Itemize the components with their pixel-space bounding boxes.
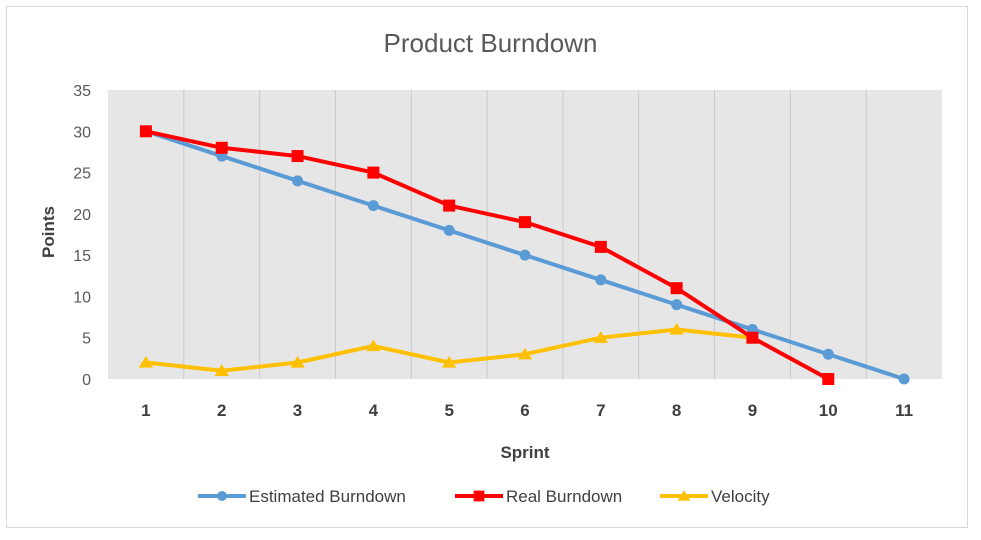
y-tick-label: 25 xyxy=(73,166,91,183)
x-tick-label: 7 xyxy=(596,401,605,420)
series-line xyxy=(143,129,831,381)
y-tick-label: 0 xyxy=(82,372,91,389)
series-real-burndown xyxy=(139,125,835,385)
y-tick-label: 10 xyxy=(73,289,91,306)
x-tick-label: 11 xyxy=(895,401,913,420)
data-point xyxy=(443,224,455,236)
series-velocity xyxy=(138,322,760,376)
y-tick-label: 30 xyxy=(73,124,91,141)
legend-item: Real Burndown xyxy=(455,487,622,506)
data-point xyxy=(215,141,228,154)
data-point xyxy=(292,175,304,187)
data-point xyxy=(594,240,607,253)
data-point xyxy=(822,348,834,360)
data-point xyxy=(898,373,910,385)
data-point xyxy=(291,150,304,163)
plot-area xyxy=(108,90,942,379)
legend-label: Real Burndown xyxy=(506,487,622,506)
x-tick-label: 5 xyxy=(444,401,453,420)
data-point xyxy=(139,125,152,138)
x-tick-label: 2 xyxy=(217,401,226,420)
y-tick-label: 20 xyxy=(73,207,91,224)
x-tick-label: 6 xyxy=(520,401,529,420)
legend-item: Velocity xyxy=(660,487,770,506)
data-point xyxy=(669,322,684,335)
y-tick-label: 35 xyxy=(73,83,91,100)
legend-item: Estimated Burndown xyxy=(198,487,406,506)
x-tick-label: 9 xyxy=(748,401,757,420)
y-tick-label: 5 xyxy=(82,331,91,348)
data-point xyxy=(138,355,154,368)
legend-label: Estimated Burndown xyxy=(249,487,406,506)
data-point xyxy=(822,373,835,385)
data-point xyxy=(593,331,608,343)
data-point xyxy=(671,299,683,311)
data-point xyxy=(366,339,381,352)
legend-marker xyxy=(677,490,691,501)
data-point xyxy=(290,355,305,368)
x-tick-label: 3 xyxy=(293,401,302,420)
data-point xyxy=(367,166,380,179)
x-axis-title: Sprint xyxy=(500,443,549,462)
x-tick-label: 10 xyxy=(819,401,838,420)
legend-marker xyxy=(217,491,227,501)
y-axis-title: Points xyxy=(39,206,58,258)
data-point xyxy=(595,274,607,286)
x-tick-label: 8 xyxy=(672,401,681,420)
y-tick-label: 15 xyxy=(73,248,91,265)
data-point xyxy=(670,282,683,295)
legend-marker xyxy=(473,490,485,502)
chart-title: Product Burndown xyxy=(383,28,598,58)
data-point xyxy=(443,199,456,212)
data-point xyxy=(517,347,533,360)
data-point xyxy=(214,364,229,376)
data-point xyxy=(519,249,531,261)
x-tick-label: 1 xyxy=(141,401,150,420)
legend-label: Velocity xyxy=(711,487,770,506)
data-point xyxy=(442,355,457,368)
data-point xyxy=(746,331,759,344)
data-point xyxy=(367,200,379,212)
data-point xyxy=(519,216,531,229)
x-tick-label: 4 xyxy=(369,401,379,420)
